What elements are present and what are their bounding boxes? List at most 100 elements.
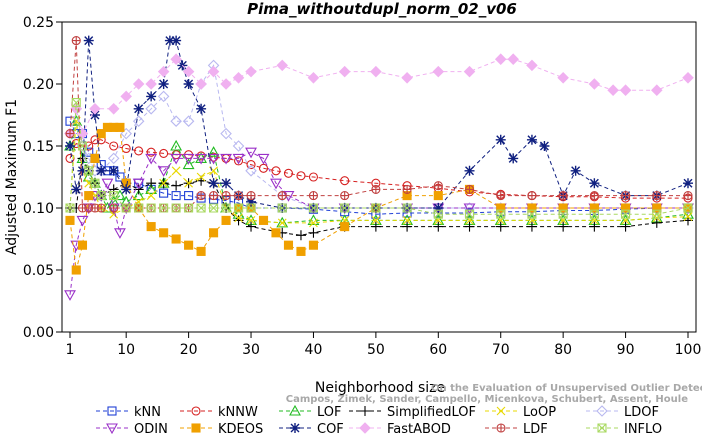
data-point [108, 184, 119, 195]
data-point [371, 184, 381, 194]
legend-item: kNN [96, 405, 161, 420]
data-point [191, 406, 201, 416]
data-point [145, 78, 157, 90]
data-point [221, 191, 231, 201]
data-point [463, 203, 476, 215]
data-point [276, 59, 289, 72]
data-point [196, 172, 206, 182]
x-tick-label: 80 [554, 342, 572, 358]
data-point [308, 191, 319, 201]
data-point [146, 191, 156, 200]
y-tick-label: 0.05 [23, 263, 54, 279]
data-point [360, 406, 370, 416]
series-line [69, 102, 689, 215]
data-point [171, 166, 181, 176]
data-point [651, 84, 663, 96]
data-point [96, 165, 107, 176]
data-point [82, 170, 95, 182]
legend-item: FastABOD [349, 422, 451, 434]
legend-item: ODIN [96, 422, 168, 434]
data-point [246, 191, 256, 201]
data-point [76, 215, 89, 227]
data-point [527, 209, 537, 219]
data-point [652, 203, 662, 213]
data-point [558, 191, 568, 201]
data-point [308, 172, 319, 182]
data-point [220, 127, 232, 140]
data-point [620, 221, 631, 232]
data-point [433, 191, 443, 201]
data-point [464, 221, 475, 232]
data-point [132, 78, 145, 90]
data-point [283, 168, 294, 178]
data-point [652, 209, 662, 219]
data-point [246, 196, 257, 207]
data-point [526, 221, 537, 232]
data-point [170, 53, 182, 65]
series-layer [64, 35, 694, 301]
data-point [558, 209, 568, 219]
data-point [557, 72, 569, 84]
data-point [433, 203, 444, 213]
data-point [76, 140, 89, 152]
data-point [464, 209, 475, 219]
data-point [232, 153, 245, 165]
y-axis: 0.00 0.05 0.10 0.15 0.20 0.25 [23, 15, 62, 341]
legend-item: LOF [279, 404, 342, 420]
legend-label: LDOF [624, 405, 659, 420]
data-point [221, 203, 231, 213]
data-point [195, 78, 207, 90]
legend-label: ODIN [134, 422, 168, 434]
data-point [464, 184, 475, 194]
legend-label: KDEOS [218, 422, 263, 434]
data-point [145, 103, 157, 115]
data-point [526, 134, 537, 145]
data-point [682, 72, 694, 84]
data-point [84, 141, 94, 151]
data-point [296, 171, 306, 181]
data-point [84, 147, 94, 157]
data-point [115, 172, 125, 182]
data-point [402, 184, 412, 194]
data-point [234, 213, 243, 223]
data-point [134, 146, 144, 156]
data-point [145, 153, 158, 165]
data-point [184, 191, 194, 201]
data-point [507, 53, 519, 65]
data-point [621, 191, 631, 201]
x-tick-label: 60 [429, 342, 447, 358]
legend-label: FastABOD [387, 422, 451, 434]
y-tick-label: 0.25 [23, 15, 54, 31]
data-point [570, 165, 581, 176]
series-7 [65, 122, 693, 275]
data-point [308, 227, 319, 238]
data-point [77, 165, 88, 176]
data-point [245, 65, 257, 78]
x-tick-label: 70 [492, 342, 510, 358]
data-point [158, 79, 169, 89]
data-point [402, 203, 412, 213]
y-tick-label: 0.00 [23, 325, 54, 341]
data-point [209, 203, 219, 213]
data-point [109, 203, 119, 213]
data-point [340, 203, 350, 213]
legend-label: SimplifiedLOF [387, 405, 476, 420]
data-point [108, 165, 119, 176]
series-line [69, 120, 688, 215]
data-point [132, 178, 145, 190]
data-point [221, 215, 231, 225]
data-point [182, 153, 195, 165]
data-point [77, 240, 88, 250]
data-point [84, 166, 94, 176]
y-tick-label: 0.10 [23, 201, 54, 217]
data-point [196, 191, 206, 201]
data-point [171, 180, 182, 191]
data-point [652, 191, 662, 201]
data-point [683, 212, 693, 222]
data-point [527, 203, 537, 213]
data-point [589, 178, 600, 189]
data-point [109, 191, 119, 201]
data-point [621, 209, 631, 219]
data-point [146, 203, 156, 213]
